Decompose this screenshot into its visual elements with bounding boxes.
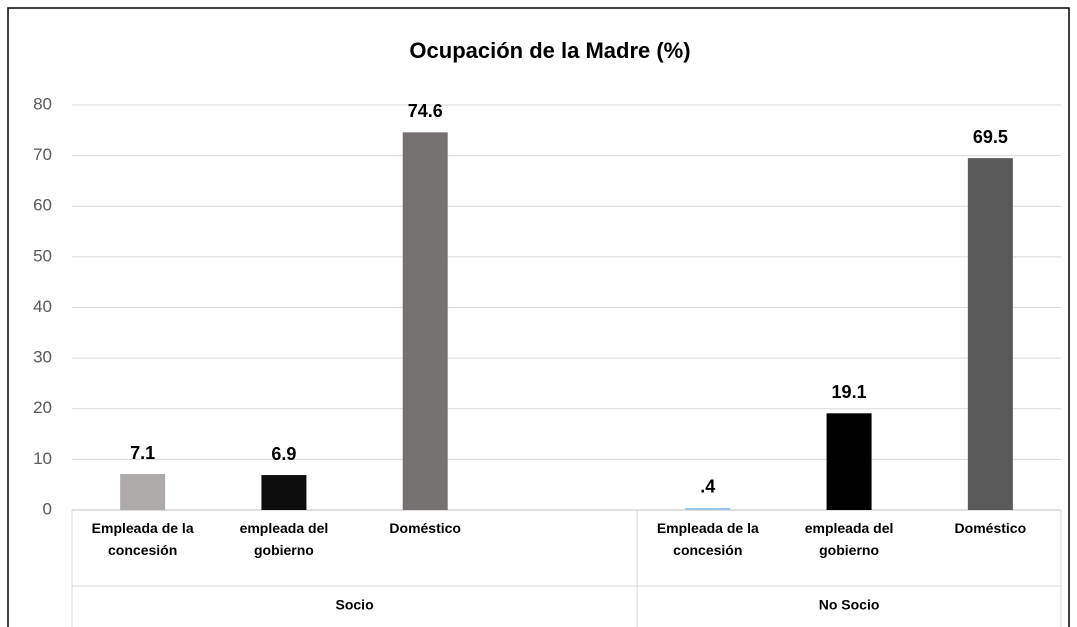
bar (685, 507, 731, 510)
bar (402, 132, 448, 510)
group-label: No Socio (819, 597, 880, 613)
y-tick-label: 50 (33, 246, 52, 265)
value-label: 7.1 (130, 443, 155, 463)
value-label: .4 (700, 477, 715, 497)
bar (826, 413, 872, 510)
chart-title: Ocupación de la Madre (%) (409, 38, 690, 63)
group-label: Socio (336, 597, 374, 613)
bar (120, 474, 166, 510)
value-label: 6.9 (271, 444, 296, 464)
x-tick-label: Doméstico (389, 520, 461, 536)
y-tick-label: 70 (33, 145, 52, 164)
y-tick-label: 80 (33, 94, 52, 113)
x-tick-label: Empleada de la concesión (91, 520, 194, 558)
value-label: 69.5 (973, 127, 1008, 147)
x-tick-label: empleada del gobierno (239, 520, 329, 558)
x-tick-label: empleada del gobierno (804, 520, 894, 558)
bar (967, 158, 1013, 510)
y-tick-label: 0 (43, 499, 52, 518)
bar (261, 475, 307, 510)
x-tick-label: Empleada de la concesión (656, 520, 759, 558)
y-tick-label: 30 (33, 348, 52, 367)
y-tick-label: 20 (33, 398, 52, 417)
y-tick-label: 60 (33, 196, 52, 215)
border (7, 7, 1070, 627)
y-tick-label: 10 (33, 449, 52, 468)
value-label: 74.6 (408, 101, 443, 121)
x-tick-label: Doméstico (954, 520, 1027, 536)
value-label: 19.1 (832, 382, 867, 402)
y-tick-label: 40 (33, 297, 52, 316)
